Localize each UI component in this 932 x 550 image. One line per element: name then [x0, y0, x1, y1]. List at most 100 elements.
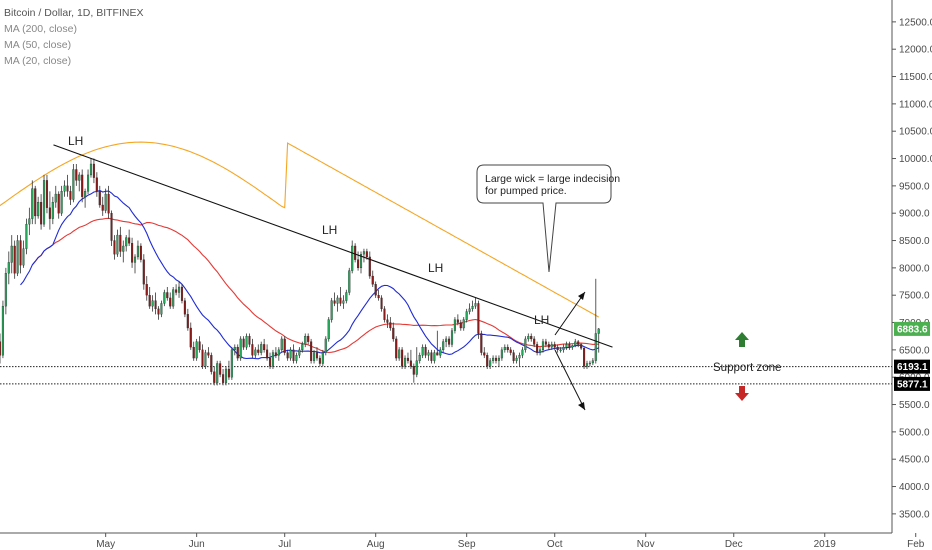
candle-body [536, 344, 539, 353]
peak-label-4: LH [534, 313, 549, 327]
candle [139, 243, 142, 263]
candle-body [84, 191, 87, 197]
candle-body [28, 218, 31, 225]
candle [78, 172, 81, 192]
candle [37, 196, 40, 219]
candle-body [87, 174, 90, 192]
candle-body [512, 352, 515, 361]
candle-body [392, 327, 395, 340]
candle-body [239, 338, 242, 359]
up-arrow-shape [735, 332, 749, 347]
candle [42, 174, 46, 227]
projection-down-line [554, 349, 586, 411]
price-label: 5877.1 [894, 376, 930, 391]
candle-body [271, 352, 275, 367]
candle [283, 336, 286, 356]
candle-body [242, 338, 245, 348]
candle [289, 347, 292, 361]
candle-body [213, 371, 216, 383]
candle [430, 349, 433, 364]
candle [131, 237, 134, 268]
candle [527, 333, 530, 342]
candle-body [72, 169, 75, 200]
candle [72, 164, 75, 203]
candle-body [192, 346, 195, 359]
legend: Bitcoin / Dollar, 1D, BITFINEX MA (200, … [4, 7, 143, 67]
candle-body [550, 344, 553, 348]
candle-body [236, 346, 239, 359]
candle [222, 369, 225, 386]
candle-body [415, 360, 418, 375]
candle [544, 338, 547, 348]
candle [248, 333, 251, 348]
candle-body [483, 352, 486, 356]
candle-body [139, 245, 142, 260]
candle-body [227, 368, 230, 378]
candle [503, 344, 506, 353]
candle-body [89, 163, 93, 176]
candle-body [42, 180, 46, 225]
ma200-line [0, 141, 599, 318]
candle-body [430, 352, 433, 361]
candle-body [427, 352, 430, 356]
candle [89, 158, 93, 178]
candle-body [468, 308, 471, 312]
candle [45, 174, 49, 214]
candle [198, 336, 201, 353]
candle [362, 248, 365, 263]
candle [374, 281, 377, 298]
candle [530, 333, 533, 342]
candle [348, 267, 351, 296]
y-tick-label: 4500.0 [899, 455, 930, 466]
candle-body [204, 352, 207, 367]
y-tick-label: 5000.0 [899, 427, 930, 438]
candle-body [527, 336, 530, 340]
candle [409, 349, 412, 369]
candle [84, 188, 87, 208]
peak-label-1: LH [68, 134, 83, 148]
candle-body [594, 333, 597, 361]
candle-body [31, 188, 34, 219]
candle [201, 344, 204, 369]
price-labels: 6883.6 6193.1 5877.1 [894, 321, 930, 391]
candle-body [295, 355, 298, 361]
candle-body [401, 349, 404, 367]
moving-average-lines [0, 141, 599, 360]
y-tick-label: 5500.0 [899, 400, 930, 411]
candle [468, 303, 471, 315]
candle-body [477, 303, 480, 334]
candle-body [22, 248, 25, 266]
y-tick-label: 6500.0 [899, 345, 930, 356]
candle-body [518, 355, 521, 359]
candle-body [433, 352, 436, 361]
candle-body [201, 349, 204, 367]
candle-body [166, 292, 169, 299]
candle-body [515, 357, 518, 361]
candle [436, 330, 439, 356]
candle-body [538, 349, 542, 353]
candle-body [224, 368, 228, 383]
candle [251, 338, 254, 359]
candle [421, 344, 424, 359]
candle [28, 207, 31, 236]
candle-body [462, 319, 465, 329]
candle [263, 338, 266, 353]
candle-body [500, 349, 503, 359]
candle-body [445, 338, 448, 342]
candle [175, 284, 178, 296]
candle [157, 306, 160, 320]
candle [207, 347, 210, 359]
candle-body [351, 245, 354, 271]
candle [571, 344, 574, 350]
x-tick-label: May [96, 539, 115, 550]
y-tick-label: 9500.0 [899, 181, 930, 192]
candle-body [69, 191, 72, 200]
candle-body [559, 349, 562, 352]
candle-body [333, 300, 336, 304]
candle [101, 196, 104, 216]
candle-body [245, 336, 248, 348]
candle [257, 344, 260, 356]
candle [266, 344, 269, 361]
candle-body [565, 344, 568, 348]
